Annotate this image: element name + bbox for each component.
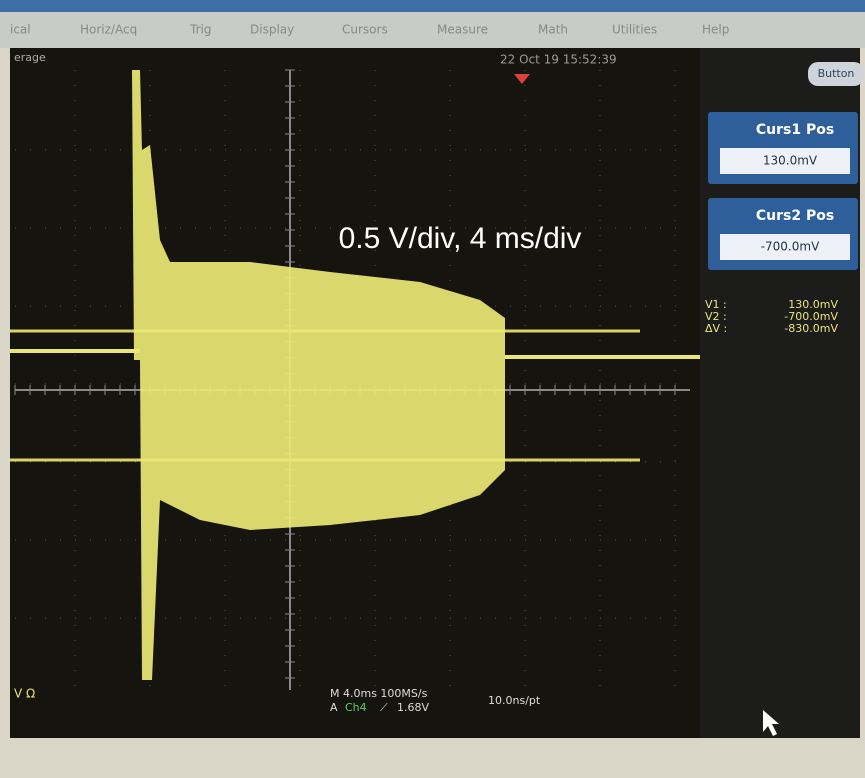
menu-item[interactable]: Math [538,23,568,37]
menu: ical Horiz/Acq Trig Display Cursors Measure Ma… [10,23,729,37]
panel-label: Curs1 Pos [756,122,834,138]
menu-item[interactable]: ical [10,23,31,37]
panel-value: 130.0mV [763,154,818,168]
trigger-level: 1.68V [397,701,429,714]
button-label: Button [818,67,855,80]
menu-item[interactable]: Horiz/Acq [80,23,137,37]
timebase: M 4.0ms 100MS/s [330,687,428,700]
annotation: 0.5 V/div, 4 ms/div [339,222,582,255]
menu-item[interactable]: Display [250,23,294,37]
acq-mode: erage [14,51,46,64]
title-bar [0,0,865,12]
panel-label: Curs2 Pos [756,208,834,224]
trigger-slope: ⟋ [380,701,388,714]
menu-item[interactable]: Measure [437,23,488,37]
panel-value: -700.0mV [761,240,820,254]
readout-label: ΔV : [705,322,727,335]
menu-item[interactable]: Utilities [612,23,657,37]
menu-item[interactable]: Help [702,23,729,37]
trigger-channel: Ch4 [345,701,367,714]
readout-value: -830.0mV [784,322,838,335]
timestamp: 22 Oct 19 15:52:39 [500,53,617,67]
resolution: 10.0ns/pt [488,694,541,707]
menu-item[interactable]: Cursors [342,23,388,37]
oscilloscope-photo: ical Horiz/Acq Trig Display Cursors Measure Ma… [0,0,865,778]
bottom-left: V Ω [14,687,35,701]
menu-item[interactable]: Trig [189,23,211,37]
trigger-prefix: A [330,701,338,714]
